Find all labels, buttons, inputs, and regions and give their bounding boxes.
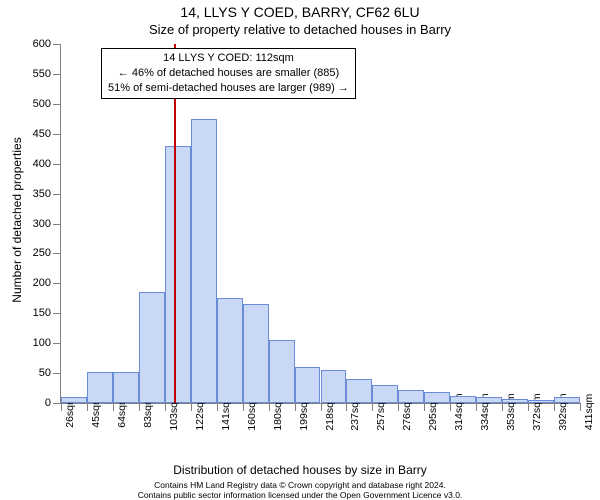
annotation-line3: 51% of semi-detached houses are larger (… bbox=[108, 81, 349, 96]
y-tick bbox=[53, 403, 61, 404]
footer-line2: Contains public sector information licen… bbox=[0, 490, 600, 500]
y-tick-label: 150 bbox=[33, 307, 51, 319]
y-tick bbox=[53, 253, 61, 254]
x-tick bbox=[424, 403, 425, 411]
y-tick-label: 600 bbox=[33, 38, 51, 50]
annotation-line2: ← 46% of detached houses are smaller (88… bbox=[108, 66, 349, 81]
x-tick bbox=[269, 403, 270, 411]
x-tick bbox=[528, 403, 529, 411]
histogram-bar bbox=[424, 392, 450, 403]
histogram-bar bbox=[502, 399, 528, 403]
histogram-bar bbox=[450, 396, 476, 403]
y-tick bbox=[53, 134, 61, 135]
histogram-bar bbox=[139, 292, 165, 403]
x-tick bbox=[398, 403, 399, 411]
histogram-bar bbox=[165, 146, 191, 403]
histogram-bar bbox=[295, 367, 321, 403]
y-tick-label: 50 bbox=[39, 367, 51, 379]
chart-plot-area: 05010015020025030035040045050055060026sq… bbox=[60, 44, 580, 404]
histogram-bar bbox=[476, 397, 502, 403]
histogram-bar bbox=[554, 397, 580, 403]
histogram-bar bbox=[321, 370, 347, 403]
histogram-bar bbox=[372, 385, 398, 403]
x-tick-label: 411sqm bbox=[583, 394, 595, 431]
footer-line1: Contains HM Land Registry data © Crown c… bbox=[0, 480, 600, 490]
x-tick bbox=[372, 403, 373, 411]
title-main: 14, LLYS Y COED, BARRY, CF62 6LU bbox=[0, 4, 600, 20]
x-tick bbox=[346, 403, 347, 411]
annotation-line1: 14 LLYS Y COED: 112sqm bbox=[108, 51, 349, 66]
y-tick-label: 100 bbox=[33, 337, 51, 349]
histogram-bar bbox=[398, 390, 424, 403]
x-tick-label: 372sqm bbox=[531, 393, 543, 430]
y-tick-label: 300 bbox=[33, 218, 51, 230]
histogram-bar bbox=[269, 340, 295, 403]
histogram-bar bbox=[528, 400, 554, 403]
y-tick-label: 250 bbox=[33, 247, 51, 259]
x-tick bbox=[217, 403, 218, 411]
x-tick bbox=[87, 403, 88, 411]
histogram-bar bbox=[346, 379, 372, 403]
y-tick bbox=[53, 44, 61, 45]
y-tick bbox=[53, 164, 61, 165]
x-tick bbox=[502, 403, 503, 411]
histogram-bar bbox=[217, 298, 243, 403]
y-tick bbox=[53, 194, 61, 195]
y-tick-label: 550 bbox=[33, 68, 51, 80]
x-tick bbox=[243, 403, 244, 411]
y-tick-label: 350 bbox=[33, 188, 51, 200]
x-tick bbox=[476, 403, 477, 411]
y-tick bbox=[53, 104, 61, 105]
histogram-bar bbox=[113, 372, 139, 403]
histogram-bar bbox=[191, 119, 217, 403]
y-tick-label: 450 bbox=[33, 128, 51, 140]
x-tick bbox=[295, 403, 296, 411]
y-tick bbox=[53, 373, 61, 374]
y-tick-label: 200 bbox=[33, 277, 51, 289]
x-tick bbox=[580, 403, 581, 411]
y-tick-label: 0 bbox=[45, 397, 51, 409]
x-axis-label: Distribution of detached houses by size … bbox=[0, 463, 600, 477]
y-tick bbox=[53, 343, 61, 344]
x-tick bbox=[139, 403, 140, 411]
y-tick-label: 400 bbox=[33, 158, 51, 170]
annotation-box: 14 LLYS Y COED: 112sqm ← 46% of detached… bbox=[101, 48, 356, 99]
chart-figure: 14, LLYS Y COED, BARRY, CF62 6LU Size of… bbox=[0, 0, 600, 500]
x-tick bbox=[61, 403, 62, 411]
x-tick bbox=[321, 403, 322, 411]
x-tick bbox=[191, 403, 192, 411]
x-tick bbox=[450, 403, 451, 411]
x-tick bbox=[165, 403, 166, 411]
y-tick bbox=[53, 224, 61, 225]
y-tick bbox=[53, 74, 61, 75]
title-sub: Size of property relative to detached ho… bbox=[0, 22, 600, 37]
y-tick-label: 500 bbox=[33, 98, 51, 110]
x-tick bbox=[554, 403, 555, 411]
histogram-bar bbox=[87, 372, 113, 403]
y-tick bbox=[53, 313, 61, 314]
x-tick bbox=[113, 403, 114, 411]
histogram-bar bbox=[243, 304, 269, 403]
y-axis-label: Number of detached properties bbox=[10, 70, 24, 370]
histogram-bar bbox=[61, 397, 87, 403]
y-tick bbox=[53, 283, 61, 284]
